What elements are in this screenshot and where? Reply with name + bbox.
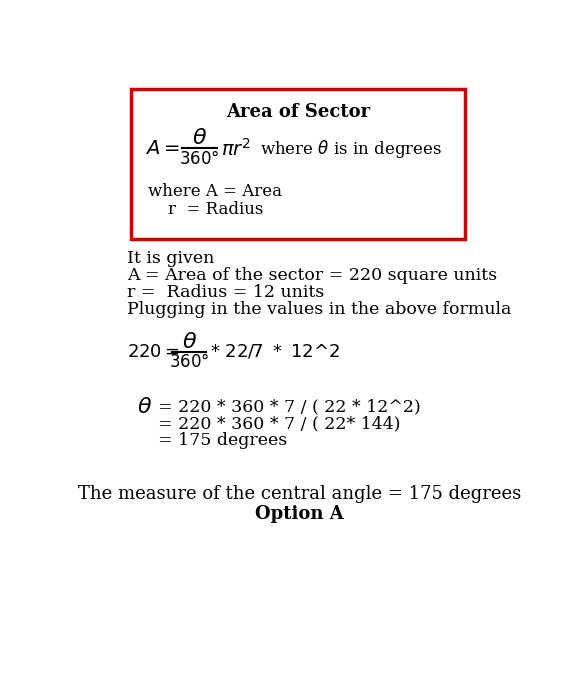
Text: $* \ 22/7 \ * \ 12\textasciicircum 2$: $* \ 22/7 \ * \ 12\textasciicircum 2$	[210, 343, 340, 361]
Text: $220 = $: $220 = $	[128, 343, 180, 361]
Text: Option A: Option A	[255, 505, 344, 523]
Text: r =  Radius = 12 units: r = Radius = 12 units	[128, 284, 325, 301]
Text: $A=$: $A=$	[145, 140, 180, 158]
Text: The measure of the central angle = 175 degrees: The measure of the central angle = 175 d…	[78, 485, 521, 503]
Text: $360°$: $360°$	[169, 353, 209, 372]
FancyBboxPatch shape	[131, 89, 464, 239]
Text: = 220 * 360 * 7 / ( 22 * 12^2): = 220 * 360 * 7 / ( 22 * 12^2)	[159, 399, 421, 415]
Text: $\pi r^2$: $\pi r^2$	[221, 138, 251, 160]
Text: r  = Radius: r = Radius	[168, 202, 264, 218]
Text: A = Area of the sector = 220 square units: A = Area of the sector = 220 square unit…	[128, 267, 497, 284]
Text: $360°$: $360°$	[179, 150, 220, 168]
Text: Plugging in the values in the above formula: Plugging in the values in the above form…	[128, 301, 512, 318]
Text: Area of Sector: Area of Sector	[226, 103, 370, 121]
Text: $\theta$: $\theta$	[192, 126, 207, 149]
Text: = 175 degrees: = 175 degrees	[159, 433, 288, 449]
Text: $\theta$: $\theta$	[182, 330, 197, 352]
Text: = 220 * 360 * 7 / ( 22* 144): = 220 * 360 * 7 / ( 22* 144)	[159, 415, 401, 433]
Text: where $\theta$ is in degrees: where $\theta$ is in degrees	[260, 138, 442, 160]
Text: where A = Area: where A = Area	[149, 183, 283, 200]
Text: $\theta$: $\theta$	[137, 396, 153, 418]
Text: It is given: It is given	[128, 250, 215, 267]
